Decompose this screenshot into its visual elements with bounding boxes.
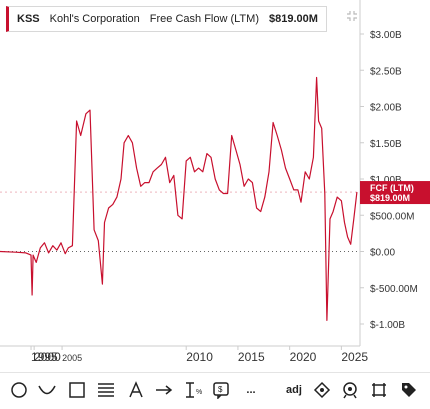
measure-icon[interactable]: % [182,379,204,401]
price-tag-value: $819.00M [370,193,410,203]
y-tick-label: $3.00B [370,30,402,41]
x-tick-label: 2005 [62,353,82,363]
y-tick-label: $0.00 [370,248,395,259]
y-tick-label: $1.00B [370,175,402,186]
price-tag [360,181,430,205]
chart-legend: KSS Kohl's Corporation Free Cash Flow (L… [6,6,327,32]
y-tick-label: $-500.00M [370,284,418,295]
fibonacci-icon[interactable] [95,379,117,401]
y-tick-label: $1.50B [370,139,402,150]
legend-value: $819.00M [268,13,318,25]
circle-icon[interactable] [8,379,30,401]
collapse-icon[interactable] [346,10,358,22]
note-icon[interactable]: $ [210,379,232,401]
rectangle-icon[interactable] [66,379,88,401]
fcf-series-line[interactable] [0,76,358,321]
chart-area[interactable]: $3.00B $2.50B $2.00B $1.50B $1.00B $500.00M $0… [0,0,430,372]
adj-button[interactable]: adj [286,384,302,396]
arc-icon[interactable] [36,379,58,401]
x-tick-label: 2000 [34,350,61,364]
svg-text:$: $ [218,385,223,394]
y-tick-label: $-1.00B [370,320,405,331]
drawing-toolbar: % $ ... adj [0,372,430,409]
y-tick-label: $2.00B [370,103,402,114]
text-icon[interactable] [125,379,147,401]
more-icon[interactable]: ... [246,384,256,396]
x-tick-label: 2010 [186,350,213,364]
arrow-icon[interactable] [153,379,175,401]
magnet-icon[interactable] [339,379,361,401]
legend-company: Kohl's Corporation [49,13,140,25]
price-tag-label: FCF (LTM) [370,183,414,193]
tag-icon[interactable] [398,379,420,401]
y-tick-label: $500.00M [370,211,414,222]
legend-ticker: KSS [17,13,40,25]
x-tick-label: 2015 [238,350,265,364]
x-tick-label: 2020 [290,350,317,364]
fullscreen-icon[interactable] [368,379,390,401]
crosshair-icon[interactable] [311,379,333,401]
legend-metric: Free Cash Flow (LTM) [149,13,259,25]
y-tick-label: $2.50B [370,66,402,77]
x-tick-label: 2025 [341,350,368,364]
x-tick-label: 1995 [31,350,58,364]
svg-text:%: % [196,389,202,396]
